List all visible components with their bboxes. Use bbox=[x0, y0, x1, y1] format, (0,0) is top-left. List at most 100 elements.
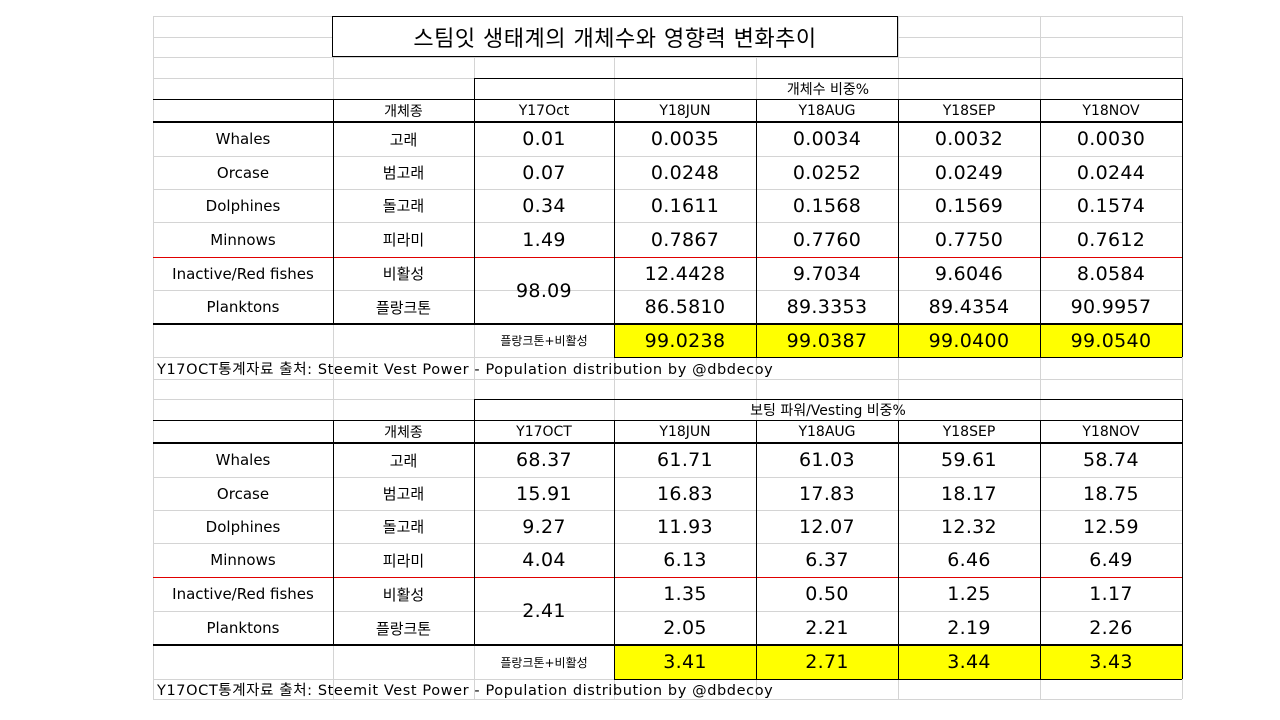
table-cell-value: 68.37 bbox=[516, 449, 572, 471]
table-cell-value: 0.0244 bbox=[1076, 161, 1146, 184]
table-cell-value: 59.61 bbox=[941, 449, 997, 471]
table-cell-value: 1.17 bbox=[1089, 583, 1133, 605]
table-cell-value: 0.7612 bbox=[1076, 228, 1146, 251]
sum-value: 99.0387 bbox=[786, 329, 868, 352]
source-note: Y17OCT통계자료 출처: Steemit Vest Power - Popu… bbox=[157, 361, 774, 378]
row-label-ko: 돌고래 bbox=[382, 518, 425, 536]
row-label-en: Minnows bbox=[210, 551, 276, 569]
row-label-en: Inactive/Red fishes bbox=[172, 264, 314, 283]
column-header: Y17Oct bbox=[518, 102, 570, 119]
table-cell-value: 4.04 bbox=[522, 549, 566, 571]
table-border bbox=[474, 420, 475, 645]
table-cell-value: 18.17 bbox=[941, 482, 997, 505]
table-border bbox=[1182, 399, 1183, 679]
table-cell-value: 0.0248 bbox=[650, 161, 720, 184]
column-header: Y18NOV bbox=[1082, 102, 1140, 119]
table-cell-value: 86.5810 bbox=[644, 296, 726, 318]
table-cell-value: 0.7760 bbox=[792, 228, 862, 251]
column-header: Y18SEP bbox=[942, 423, 996, 440]
sheet-title: 스팀잇 생태계의 개체수와 영향력 변화추이 bbox=[332, 16, 898, 57]
grid-line-h bbox=[153, 189, 1182, 190]
table-border bbox=[1040, 99, 1041, 324]
row-label-ko: 범고래 bbox=[382, 164, 425, 182]
table-cell-value: 9.27 bbox=[522, 515, 566, 538]
row-label-ko: 비활성 bbox=[382, 585, 425, 604]
table-border bbox=[614, 645, 615, 679]
table-cell-value: 18.75 bbox=[1083, 482, 1139, 505]
row-label-ko: 플랑크톤 bbox=[375, 298, 432, 317]
table-border bbox=[756, 324, 757, 357]
row-label-en: Orcase bbox=[216, 163, 270, 182]
table-border bbox=[756, 99, 757, 324]
merged-value: 2.41 bbox=[522, 600, 566, 622]
grid-line-h bbox=[153, 611, 1182, 612]
column-header: Y18NOV bbox=[1082, 423, 1140, 440]
table-cell-value: 0.1574 bbox=[1076, 194, 1146, 217]
table-border bbox=[614, 324, 615, 357]
row-label-en: Whales bbox=[215, 451, 271, 469]
table-border bbox=[1040, 324, 1041, 357]
grid-line-h bbox=[153, 222, 1182, 223]
table-cell-value: 1.49 bbox=[522, 228, 566, 251]
table-cell-value: 6.49 bbox=[1089, 549, 1133, 571]
table-border bbox=[153, 420, 1182, 421]
red-separator bbox=[153, 577, 1182, 578]
table-cell-value: 9.6046 bbox=[934, 262, 1004, 285]
row-label-en: Dolphines bbox=[205, 517, 281, 536]
row-label-ko: 피라미 bbox=[382, 551, 425, 570]
table-border bbox=[153, 121, 1182, 123]
row-label-en: Inactive/Red fishes bbox=[172, 585, 314, 603]
column-header: Y18JUN bbox=[659, 423, 711, 440]
sum-value: 3.44 bbox=[947, 651, 991, 673]
table-cell-value: 12.59 bbox=[1083, 515, 1139, 538]
table-cell-value: 0.0034 bbox=[792, 128, 862, 150]
sum-value: 99.0400 bbox=[928, 329, 1010, 352]
grid-line-v bbox=[153, 16, 154, 699]
species-header: 개체종 bbox=[384, 424, 423, 441]
table-cell-value: 90.9957 bbox=[1070, 296, 1152, 318]
group-header: 보팅 파워/Vesting 비중% bbox=[750, 402, 906, 419]
table-border bbox=[898, 99, 899, 324]
table-cell-value: 12.07 bbox=[799, 515, 855, 538]
table-cell-value: 0.34 bbox=[522, 194, 566, 217]
table-cell-value: 89.4354 bbox=[928, 296, 1010, 318]
sum-value: 99.0540 bbox=[1070, 329, 1152, 352]
column-header: Y18SEP bbox=[942, 102, 996, 119]
grid-line-h bbox=[153, 156, 1182, 157]
table-cell-value: 8.0584 bbox=[1076, 262, 1146, 285]
table-cell-value: 6.37 bbox=[805, 549, 849, 571]
table-cell-value: 0.50 bbox=[805, 583, 849, 605]
column-header: Y17OCT bbox=[516, 423, 572, 440]
table-cell-value: 2.19 bbox=[947, 617, 991, 639]
table-cell-value: 0.1568 bbox=[792, 194, 862, 217]
group-header: 개체수 비중% bbox=[786, 81, 870, 98]
table-cell-value: 0.7867 bbox=[650, 228, 720, 251]
row-label-ko: 돌고래 bbox=[382, 197, 425, 215]
row-label-ko: 범고래 bbox=[382, 485, 425, 503]
table-border bbox=[614, 99, 615, 324]
sum-value: 3.41 bbox=[663, 651, 707, 673]
grid-line-h bbox=[153, 510, 1182, 511]
table-cell-value: 0.1611 bbox=[650, 194, 720, 217]
table-border bbox=[153, 644, 1182, 646]
table-cell-value: 1.35 bbox=[663, 583, 707, 605]
table-cell-value: 0.0035 bbox=[650, 128, 720, 150]
table-border bbox=[153, 442, 1182, 444]
table-cell-value: 11.93 bbox=[657, 515, 713, 538]
row-label-en: Planktons bbox=[206, 298, 280, 316]
table-border bbox=[614, 357, 1182, 358]
row-label-ko: 고래 bbox=[389, 130, 418, 149]
sum-label: 플랑크톤+비활성 bbox=[500, 334, 588, 348]
table-cell-value: 0.1569 bbox=[934, 194, 1004, 217]
table-cell-value: 0.0030 bbox=[1076, 128, 1146, 150]
table-cell-value: 89.3353 bbox=[786, 296, 868, 318]
column-header: Y18JUN bbox=[659, 102, 711, 119]
grid-line-v bbox=[1182, 16, 1183, 699]
table-cell-value: 12.32 bbox=[941, 515, 997, 538]
table-border bbox=[756, 420, 757, 645]
row-label-ko: 플랑크톤 bbox=[375, 619, 432, 638]
row-label-ko: 고래 bbox=[389, 451, 418, 470]
grid-line-h bbox=[153, 379, 1182, 380]
row-label-en: Dolphines bbox=[205, 196, 281, 215]
